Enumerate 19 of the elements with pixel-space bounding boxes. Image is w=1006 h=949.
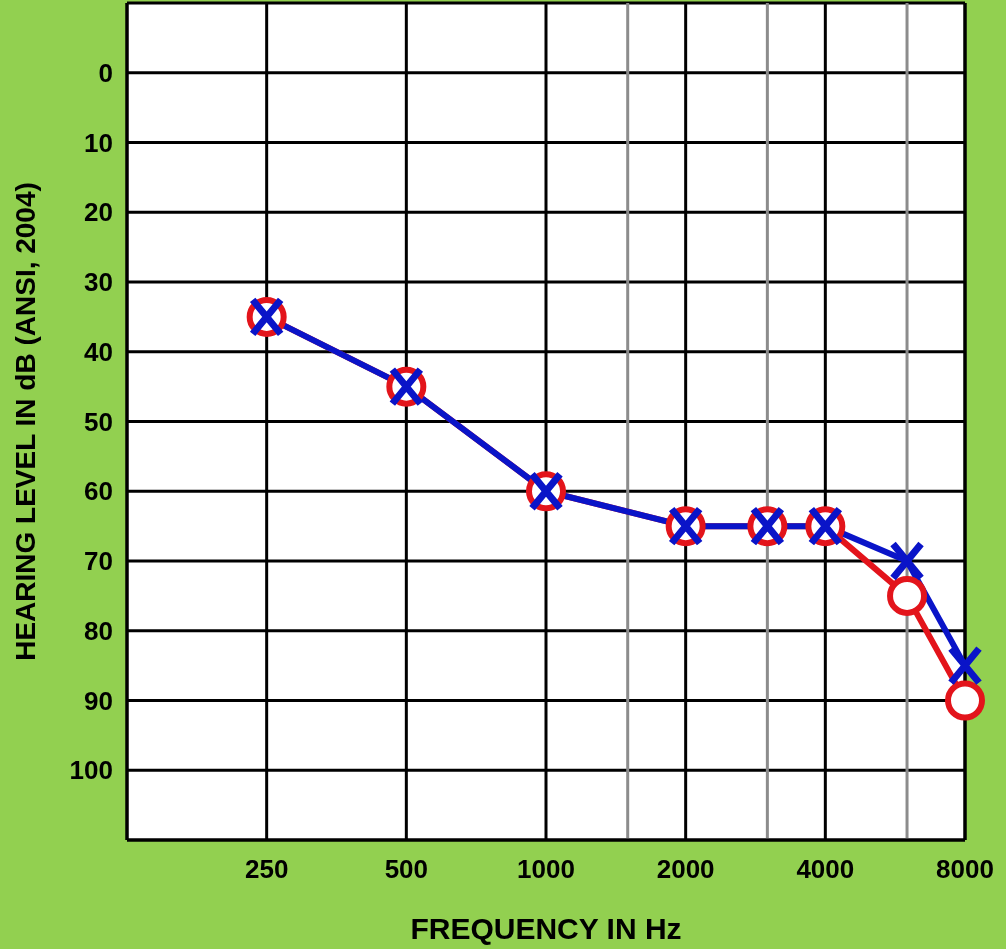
y-tick-label: 20: [84, 197, 113, 228]
x-tick-label: 2000: [656, 854, 715, 885]
x-tick-label: 500: [384, 854, 429, 885]
y-tick-label: 90: [84, 685, 113, 716]
x-tick-label: 250: [244, 854, 289, 885]
y-tick-label: 70: [84, 546, 113, 577]
y-tick-label: 60: [84, 476, 113, 507]
y-tick-label: 40: [84, 336, 113, 367]
y-axis-title: HEARING LEVEL IN dB (ANSI, 2004): [9, 182, 41, 661]
y-tick-label: 100: [69, 755, 113, 786]
y-tick-label: 50: [84, 406, 113, 437]
x-axis-title: FREQUENCY IN Hz: [410, 912, 682, 945]
y-tick-label: 10: [84, 127, 113, 158]
y-tick-label: 30: [84, 267, 113, 298]
y-tick-label: 80: [84, 615, 113, 646]
x-tick-label: 8000: [936, 854, 994, 885]
x-tick-label: 1000: [517, 854, 575, 885]
y-tick-label: 0: [98, 57, 113, 88]
x-tick-label: 4000: [796, 854, 855, 885]
